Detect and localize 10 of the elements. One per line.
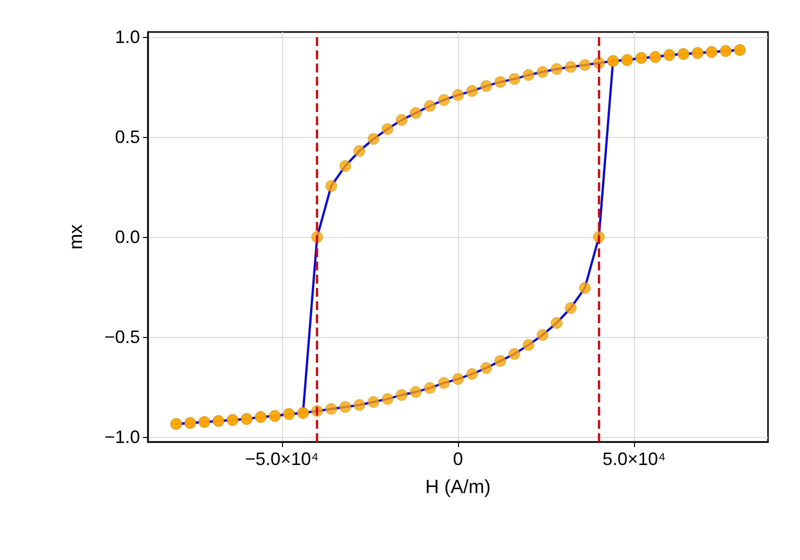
y-tick-label: −1.0 (104, 427, 140, 447)
x-axis-title: H (A/m) (425, 477, 491, 498)
x-tick-label: 0 (452, 449, 464, 469)
x-tick-label: 5.0×10⁴ (602, 449, 666, 469)
y-tick-label: −0.5 (104, 327, 140, 347)
y-tick-label: 0.0 (114, 227, 140, 247)
y-tick-label: 0.5 (114, 127, 140, 147)
x-tick-label: −5.0×10⁴ (244, 449, 319, 469)
y-axis-title: mx (66, 224, 87, 250)
y-tick-label: 1.0 (114, 27, 140, 47)
